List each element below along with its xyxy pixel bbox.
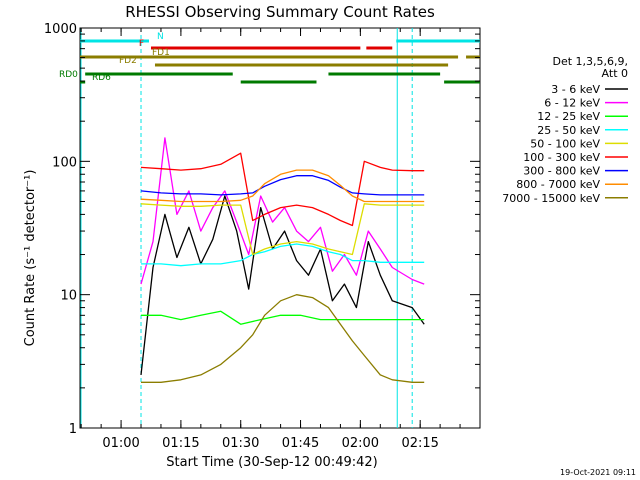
x-tick-label-2: 01:30 — [222, 436, 259, 451]
series-line-4 — [140, 203, 425, 256]
y-tick-label-1: 10 — [60, 289, 77, 304]
legend-label-0: 3 - 6 keV — [551, 83, 600, 96]
series-lines — [140, 137, 425, 383]
x-tick-label-1: 01:15 — [162, 436, 199, 451]
x-tick-label-4: 02:00 — [342, 436, 379, 451]
y-tick-label-0: 1 — [69, 422, 77, 437]
flag-label-fd1: FD1 — [152, 48, 170, 58]
legend-label-6: 300 - 800 keV — [523, 165, 600, 178]
axes: 01:00 01:15 01:30 01:45 02:00 02:15 1 10 100 1000 — [44, 22, 480, 451]
legend-label-4: 50 - 100 keV — [530, 137, 600, 150]
flag-label-rd0: RD0 — [59, 70, 78, 80]
y-axis-label: Count Rate (s⁻¹ detector⁻¹) — [23, 170, 38, 347]
flag-bars: N F FD1 FD2 RD0 RD6 — [59, 32, 480, 84]
flag-label-rd6: RD6 — [92, 73, 111, 83]
series-line-6 — [140, 175, 425, 196]
legend-title-line-0: Det 1,3,5,6,9, — [552, 55, 628, 68]
legend-label-2: 12 - 25 keV — [537, 110, 600, 123]
flag-label-fd2: FD2 — [119, 56, 137, 66]
data-gap-markers — [80, 28, 413, 428]
series-line-0 — [140, 195, 425, 375]
flag-label-n: N — [157, 32, 164, 42]
series-line-2 — [141, 310, 425, 325]
legend-label-5: 100 - 300 keV — [523, 151, 600, 164]
legend-title-line-1: Att 0 — [602, 67, 628, 80]
plot-frame — [79, 27, 481, 429]
x-tick-label-0: 01:00 — [102, 436, 139, 451]
y-tick-label-2: 100 — [52, 155, 77, 170]
x-axis-label: Start Time (30-Sep-12 00:49:42) — [166, 455, 377, 470]
x-tick-label-3: 01:45 — [282, 436, 319, 451]
legend-label-7: 800 - 7000 keV — [516, 178, 600, 191]
series-line-7 — [140, 169, 425, 203]
legend-label-3: 25 - 50 keV — [537, 124, 600, 137]
series-line-3 — [141, 243, 425, 267]
legend-label-1: 6 - 12 keV — [544, 97, 600, 110]
y-tick-label-3: 1000 — [44, 22, 77, 37]
series-line-5 — [140, 152, 425, 227]
chart-title: RHESSI Observing Summary Count Rates — [125, 3, 435, 21]
series-line-1 — [140, 137, 425, 285]
plot-border — [79, 27, 481, 429]
x-tick-label-5: 02:15 — [401, 436, 438, 451]
series-line-8 — [141, 294, 425, 383]
flag-label-f: F — [139, 39, 144, 49]
timestamp: 19-Oct-2021 09:11 — [560, 468, 636, 477]
legend-label-8: 7000 - 15000 keV — [502, 192, 600, 205]
